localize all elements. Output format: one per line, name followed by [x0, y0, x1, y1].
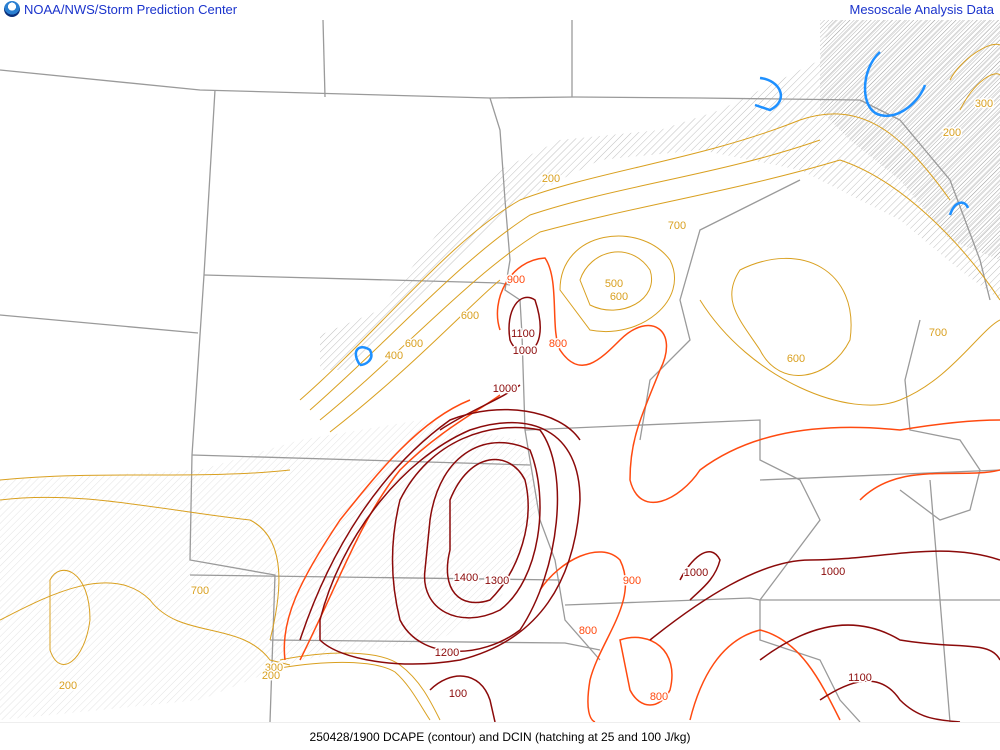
- contour-label: 300: [975, 98, 993, 110]
- contour-label: 1100: [848, 672, 872, 684]
- high-contours: [299, 296, 1000, 722]
- contour-label: 900: [623, 575, 641, 587]
- low-contours: [0, 43, 1000, 721]
- contour-label: 600: [461, 310, 479, 322]
- contour-label: 700: [191, 585, 209, 597]
- contour-label: 1200: [435, 647, 459, 659]
- contour-label: 700: [668, 220, 686, 232]
- contour-label: 200: [943, 127, 961, 139]
- contour-label: 800: [549, 338, 567, 350]
- contour-label: 1000: [821, 566, 845, 578]
- noaa-logo-icon: [4, 1, 20, 17]
- contour-label: 900: [507, 274, 525, 286]
- header-subtitle[interactable]: Mesoscale Analysis Data: [849, 2, 994, 17]
- contour-label: 1000: [684, 567, 708, 579]
- map-caption: 250428/1900 DCAPE (contour) and DCIN (ha…: [0, 722, 1000, 750]
- contour-label: 700: [929, 327, 947, 339]
- contour-label: 600: [787, 353, 805, 365]
- contour-label: 200: [262, 670, 280, 682]
- contour-label: 400: [385, 350, 403, 362]
- contour-label: 200: [59, 680, 77, 692]
- dcape-contours: [0, 43, 1000, 722]
- dcin-hatching: [0, 20, 1000, 720]
- contour-label: 200: [542, 173, 560, 185]
- contour-label: 1100: [511, 328, 535, 340]
- contour-label: 800: [579, 625, 597, 637]
- contour-label: 500: [605, 278, 623, 290]
- header-left: NOAA/NWS/Storm Prediction Center: [4, 1, 237, 17]
- contour-label: 1000: [493, 383, 517, 395]
- contour-label: 300: [265, 662, 283, 674]
- header-title[interactable]: NOAA/NWS/Storm Prediction Center: [24, 1, 238, 17]
- contour-label: 1400: [454, 572, 478, 584]
- contour-label: 1000: [513, 345, 537, 357]
- dcin-contours: [354, 51, 970, 367]
- state-boundaries: [0, 20, 1000, 722]
- contour-label: 600: [610, 291, 628, 303]
- mid-contours: [283, 257, 1000, 722]
- contour-label: 800: [650, 691, 668, 703]
- dcape-map: 2007005006009006001100800100040060010006…: [0, 20, 1000, 722]
- contour-label: 600: [405, 338, 423, 350]
- contour-label: 100: [449, 688, 467, 700]
- contour-label: 1300: [485, 575, 509, 587]
- contour-labels: 2007005006009006001100800100040060010006…: [57, 97, 994, 705]
